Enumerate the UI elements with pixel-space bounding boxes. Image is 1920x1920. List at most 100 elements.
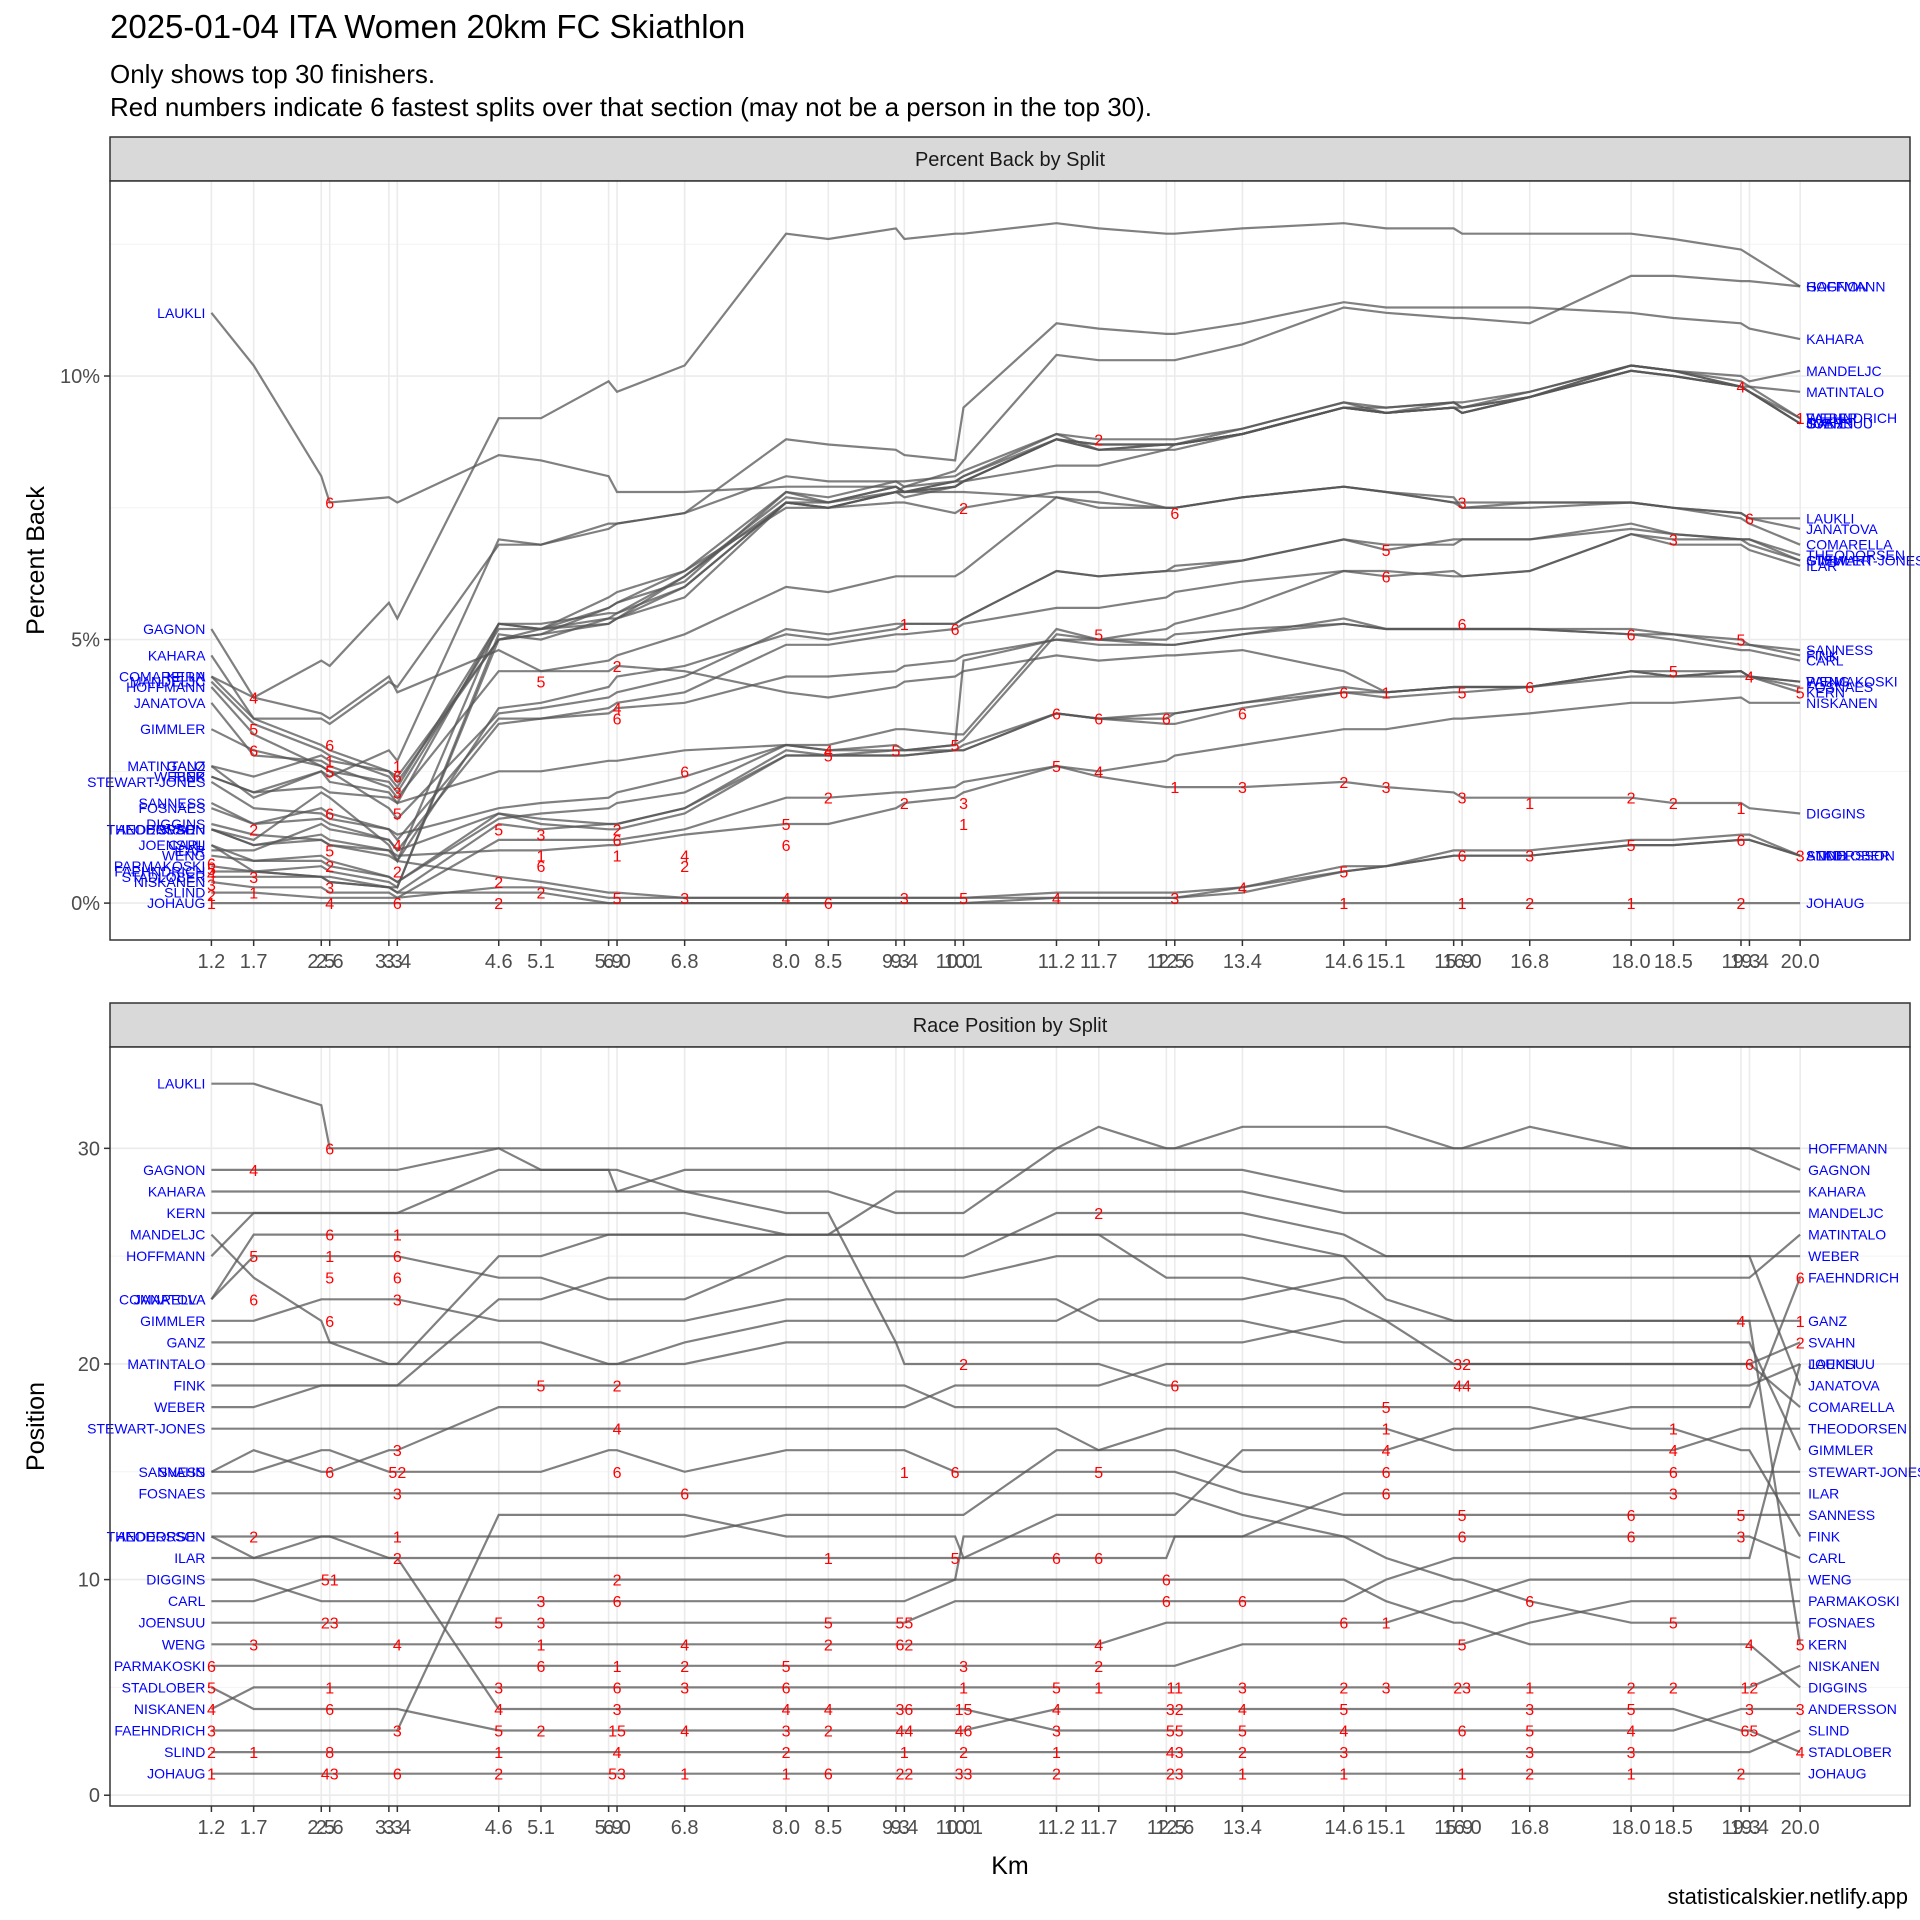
start-name-label: KAHARA [148,647,206,663]
rank-label: 3 [537,1594,546,1611]
start-name-label: DIGGINS [146,816,205,832]
x-tick-label: 6.0 [603,1817,631,1839]
rank-label: 5 [249,722,258,739]
start-name-label: GAGNON [143,621,205,637]
end-name-label: JOENSUU [1808,1356,1875,1372]
series-line-carl [211,1535,1801,1603]
rank-label: 6 [325,1702,334,1719]
rank-label: 5 [494,1724,503,1741]
rank-label: 3 [393,1724,402,1741]
series-line-ganz [211,1319,1801,1366]
start-name-label: PARMAKOSKI [114,858,206,874]
rank-label: 3 [393,1292,402,1309]
x-tick-label: 16.8 [1510,951,1549,973]
end-name-label: DIGGINS [1808,1679,1867,1695]
rank-label: 1 [1382,1422,1391,1439]
end-name-label: CARL [1808,1550,1846,1566]
rank-label: 23 [321,1616,339,1633]
rank-label: 2 [824,1637,833,1654]
series-line-joensuu [211,1363,1802,1624]
rank-label: 6 [393,896,402,913]
rank-label: 6 [782,1680,791,1697]
start-name-label: GIMMLER [140,721,205,737]
rank-label: 4 [1737,380,1746,397]
y-tick-label: 10% [60,366,100,388]
rank-label: 55 [1166,1724,1184,1741]
end-name-label: JOHAUG [1808,1766,1866,1782]
x-tick-label: 2.5 [307,951,335,973]
x-tick-label: 18.5 [1654,951,1693,973]
rank-label: 2 [1525,1767,1534,1784]
rank-label: 2 [1737,1767,1746,1784]
end-name-label: LAUKLI [1806,510,1854,526]
end-name-label: SANNESS [1806,642,1873,658]
rank-label: 4 [1796,1745,1805,1762]
end-name-label: JOENSUU [1806,415,1873,431]
x-tick-label: 19.3 [1722,1817,1761,1839]
end-name-label: CARL [1806,653,1844,669]
rank-label: 6 [1627,1529,1636,1546]
start-name-label: THEODORSEN [107,821,206,837]
rank-label: 6 [1382,1486,1391,1503]
rank-label: 6 [325,738,334,755]
end-name-label: FAEHNDRICH [1806,410,1897,426]
rank-label: 3 [1458,791,1467,808]
rank-label: 4 [680,849,689,866]
start-name-label: STEWART-JONES [87,774,205,790]
rank-label: 2 [613,659,622,676]
x-tick-label: 11.7 [1080,1817,1117,1839]
rank-label: 6 [249,743,258,760]
rank-label: 2 [249,822,258,839]
rank-label: 6 [325,1141,334,1158]
rank-label: 1 [1458,1767,1467,1784]
rank-label: 2 [959,1745,968,1762]
rank-label: 55 [895,1616,913,1633]
rank-label: 6 [537,859,546,876]
series-line-theodorsen [211,1427,1801,1538]
rank-label: 2 [1669,1680,1678,1697]
rank-label: 6 [1669,1465,1678,1482]
start-name-label: MATINTALO [127,758,205,774]
start-name-label: FAEHNDRICH [114,863,205,879]
rank-label: 4 [613,1745,622,1762]
rank-label: 3 [1669,1486,1678,1503]
chart-subtitle: Only shows top 30 finishers. Red numbers… [110,58,1152,124]
rank-label: 1 [613,849,622,866]
start-name-label: NISKANEN [134,1701,206,1717]
rank-label: 2 [680,859,689,876]
rank-label: 2 [782,1745,791,1762]
rank-label: 2 [680,1659,689,1676]
y-axis-title: Position [22,1382,50,1471]
rank-label: 5 [1525,1724,1534,1741]
end-name-label: HOFFMANN [1806,278,1885,294]
start-name-label: JOENSUU [139,1615,206,1631]
start-name-label: LAUKLI [157,1076,205,1092]
rank-label: 1 [900,617,909,634]
end-name-label: COMARELLA [1806,537,1893,553]
rank-label: 1 [393,1529,402,1546]
rank-label: 1 [1796,411,1805,428]
rank-label: 6 [325,1314,334,1331]
x-tick-label: 9.3 [882,1817,910,1839]
rank-label: 1 [537,1637,546,1654]
start-name-label: WENG [162,1636,206,1652]
x-tick-label: 3.4 [383,951,411,973]
rank-label: 3 [1382,1680,1391,1697]
rank-label: 6 [1238,1594,1247,1611]
rank-label: 5 [494,1616,503,1633]
rank-label: 3 [207,1724,216,1741]
rank-label: 4 [1094,764,1103,781]
end-name-label: SLIND [1806,848,1847,864]
rank-label: 6 [393,770,402,787]
x-tick-label: 10.1 [944,951,983,973]
rank-label: 2 [1094,432,1103,449]
end-name-label: MATINTALO [1806,384,1884,400]
rank-label: 5 [494,822,503,839]
series-line-parmakoski [211,1600,1801,1667]
rank-label: 3 [680,1680,689,1697]
rank-label: 3 [1745,1702,1754,1719]
rank-label: 5 [1382,543,1391,560]
rank-label: 4 [249,691,258,708]
start-name-label: DIGGINS [146,1572,205,1588]
x-tick-label: 10.0 [936,951,975,973]
